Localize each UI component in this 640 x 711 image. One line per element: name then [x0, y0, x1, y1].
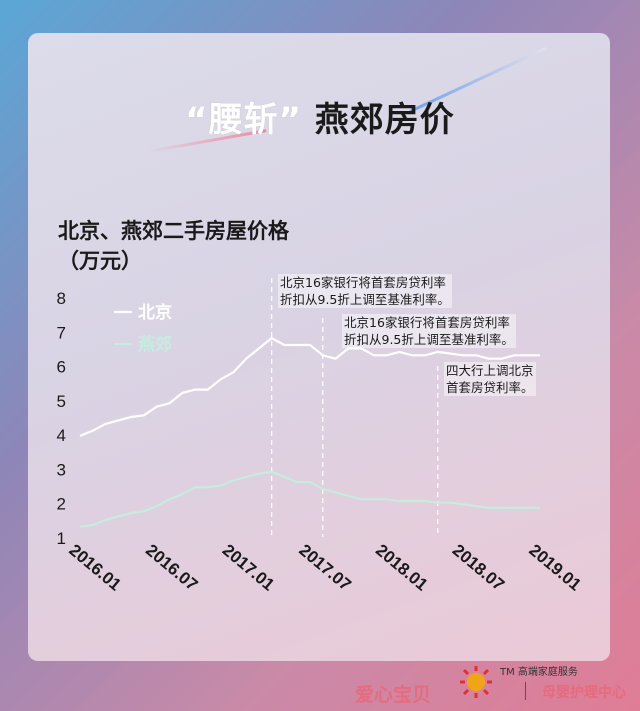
subtitle-line1: 北京、燕郊二手房屋价格 [58, 219, 289, 243]
brand-tagline: TM 高端家庭服务 [500, 667, 578, 678]
annotation-text: 北京16家银行将首套房贷利率 折扣从9.5折上调至基准利率。 [342, 314, 516, 348]
title-main: 燕郊房价 [314, 100, 455, 140]
annotation-line1: 北京16家银行将首套房贷利率 [280, 275, 446, 290]
annotation-line2: 折扣从9.5折上调至基准利率。 [280, 292, 450, 307]
annotation-line2: 折扣从9.5折上调至基准利率。 [344, 332, 514, 347]
annotation-text: 四大行上调北京 首套房贷利率。 [444, 362, 536, 396]
page-title: “腰斩” 燕郊房价 [0, 92, 640, 141]
y-tick-label: 4 [57, 426, 66, 445]
annotation-line1: 北京16家银行将首套房贷利率 [344, 315, 510, 330]
chart-subtitle: 北京、燕郊二手房屋价格 （万元） [58, 216, 289, 276]
y-tick-label: 3 [57, 460, 66, 479]
chart-card [28, 33, 610, 661]
x-tick-label: 2019.01 [525, 541, 584, 595]
legend-label: 燕郊 [138, 334, 172, 355]
series-line-beijing [79, 337, 540, 437]
legend-label: 北京 [138, 302, 172, 323]
annotation-text: 北京16家银行将首套房贷利率 折扣从9.5折上调至基准利率。 [278, 274, 452, 308]
brand-separator [525, 682, 526, 700]
brand-service: 母婴护理中心 [542, 685, 626, 701]
title-accent: “腰斩” [185, 100, 302, 140]
y-tick-label: 7 [57, 323, 66, 342]
annotation-line1: 四大行上调北京 [446, 363, 534, 378]
x-tick-label: 2018.01 [372, 541, 431, 595]
sun-logo-icon [458, 664, 494, 700]
y-tick-label: 1 [57, 529, 66, 548]
x-tick-label: 2017.07 [295, 541, 354, 595]
x-tick-label: 2017.01 [219, 541, 278, 595]
annotation-line2: 首套房贷利率。 [446, 380, 534, 395]
x-tick-label: 2016.07 [142, 541, 201, 595]
brand-name: 爱心宝贝 [355, 684, 432, 706]
series-line-yanjiao [79, 470, 540, 528]
y-tick-label: 6 [57, 358, 66, 377]
y-tick-label: 2 [57, 495, 66, 514]
x-tick-label: 2016.01 [65, 541, 124, 595]
y-tick-label: 8 [57, 289, 66, 308]
y-tick-label: 5 [57, 392, 66, 411]
x-tick-label: 2018.07 [449, 541, 508, 595]
subtitle-line2: （万元） [58, 249, 142, 273]
